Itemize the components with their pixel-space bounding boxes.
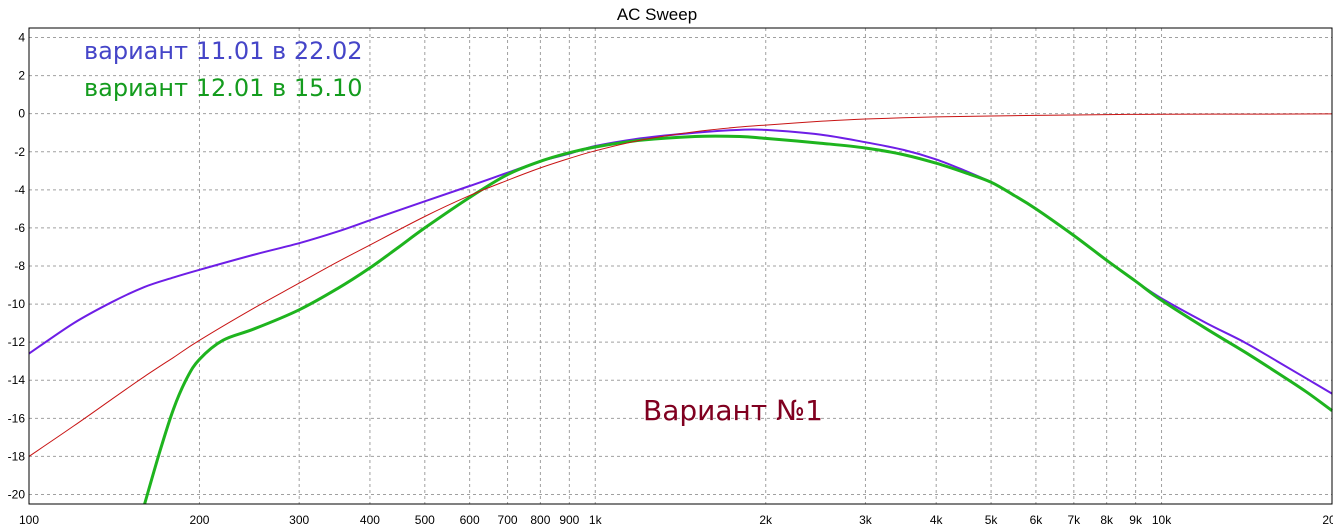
y-tick-label: -10 [8,297,26,311]
x-tick-label: 9k [1129,513,1143,527]
x-tick-label: 300 [289,513,309,527]
annotation-label: Вариант №1 [643,394,823,427]
x-tick-label: 4k [930,513,944,527]
y-tick-label: -14 [8,373,26,387]
x-tick-label: 200 [189,513,209,527]
legend-text: 11.01 в 22.02 [196,37,363,65]
x-tick-label: 7k [1067,513,1081,527]
y-tick-label: -8 [14,259,25,273]
x-tick-label: 500 [415,513,435,527]
series-line [28,113,1333,457]
series-line [28,128,1333,395]
x-tick-label: 900 [559,513,579,527]
y-tick-label: -16 [8,411,26,425]
x-axis-ticks: 100 200 300 400 500 600 700 800 900 1k 2k 3k 4k 5k 6k 7… [19,513,1333,527]
y-tick-label: -20 [8,487,26,501]
x-tick-label: 1k [589,513,603,527]
x-tick-label: 2k [759,513,773,527]
y-tick-label: -2 [14,145,25,159]
x-tick-label: 800 [530,513,550,527]
legend-entry: вариант 12.01 в 15.10 [84,74,363,102]
legend-prefix: вариант [84,74,196,102]
y-tick-label: 4 [18,31,25,45]
x-tick-label: 700 [498,513,518,527]
legend-entry: вариант 11.01 в 22.02 [84,37,363,65]
x-tick-label: 20k [1322,513,1333,527]
y-tick-label: -4 [14,183,25,197]
y-axis-ticks: 4 2 0 -2 -4 -6 -8 -10 -12 -14 -16 -18 -20 [8,31,26,502]
series-line [143,134,1333,505]
x-tick-label: 400 [360,513,380,527]
x-tick-label: 600 [460,513,480,527]
series-layer [28,113,1333,505]
y-tick-label: -18 [8,449,26,463]
x-tick-label: 3k [859,513,873,527]
x-tick-label: 10k [1152,513,1172,527]
x-tick-label: 8k [1100,513,1114,527]
y-tick-label: -12 [8,335,26,349]
x-tick-label: 6k [1030,513,1044,527]
x-tick-label: 5k [985,513,999,527]
y-tick-label: -6 [14,221,25,235]
y-tick-label: 2 [18,69,25,83]
chart-title: AC Sweep [617,5,697,24]
y-tick-label: 0 [18,107,25,121]
legend-prefix: вариант [84,37,196,65]
x-tick-label: 100 [19,513,39,527]
plot-frame [28,27,1333,505]
legend-text: 12.01 в 15.10 [196,74,363,102]
